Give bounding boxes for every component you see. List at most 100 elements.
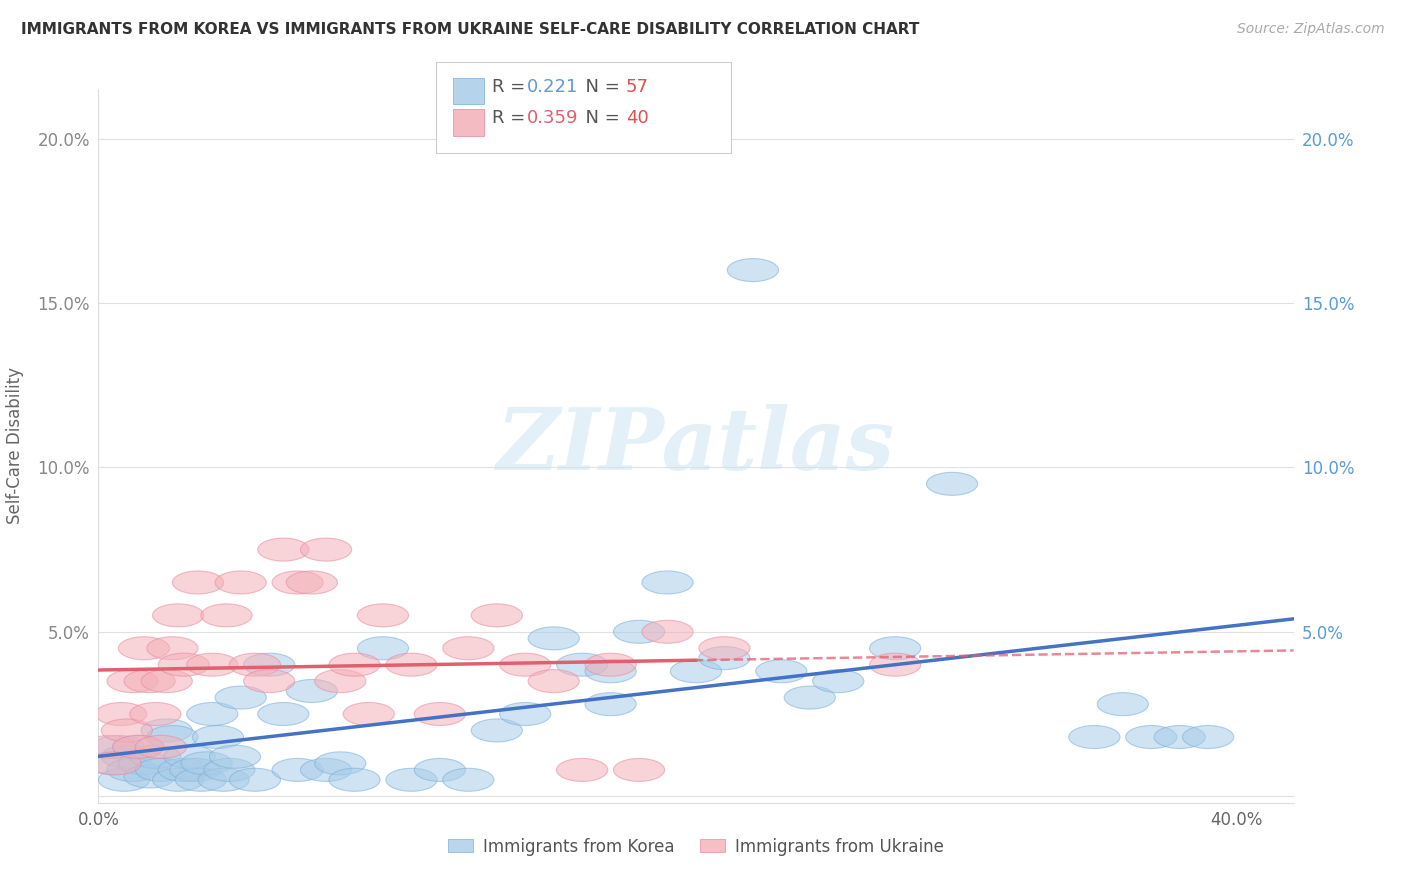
Ellipse shape bbox=[101, 745, 152, 768]
Ellipse shape bbox=[585, 692, 637, 715]
Ellipse shape bbox=[699, 637, 749, 660]
Ellipse shape bbox=[215, 571, 266, 594]
Ellipse shape bbox=[215, 686, 266, 709]
Ellipse shape bbox=[141, 670, 193, 692]
Ellipse shape bbox=[471, 604, 523, 627]
Ellipse shape bbox=[385, 653, 437, 676]
Ellipse shape bbox=[129, 745, 181, 768]
Text: R =: R = bbox=[492, 78, 531, 95]
Ellipse shape bbox=[727, 259, 779, 282]
Ellipse shape bbox=[785, 686, 835, 709]
Ellipse shape bbox=[243, 670, 295, 692]
Ellipse shape bbox=[112, 735, 165, 758]
Ellipse shape bbox=[1126, 725, 1177, 748]
Ellipse shape bbox=[1097, 692, 1149, 715]
Ellipse shape bbox=[315, 670, 366, 692]
Ellipse shape bbox=[107, 758, 159, 781]
Text: Source: ZipAtlas.com: Source: ZipAtlas.com bbox=[1237, 22, 1385, 37]
Ellipse shape bbox=[415, 703, 465, 725]
Ellipse shape bbox=[93, 735, 143, 758]
Ellipse shape bbox=[129, 703, 181, 725]
Ellipse shape bbox=[118, 637, 170, 660]
Text: IMMIGRANTS FROM KOREA VS IMMIGRANTS FROM UKRAINE SELF-CARE DISABILITY CORRELATIO: IMMIGRANTS FROM KOREA VS IMMIGRANTS FROM… bbox=[21, 22, 920, 37]
Ellipse shape bbox=[443, 768, 494, 791]
Text: 57: 57 bbox=[626, 78, 648, 95]
Ellipse shape bbox=[671, 660, 721, 682]
Ellipse shape bbox=[869, 653, 921, 676]
Ellipse shape bbox=[385, 768, 437, 791]
Ellipse shape bbox=[415, 758, 465, 781]
Ellipse shape bbox=[287, 680, 337, 703]
Ellipse shape bbox=[471, 719, 523, 742]
Ellipse shape bbox=[499, 703, 551, 725]
Ellipse shape bbox=[271, 571, 323, 594]
Ellipse shape bbox=[301, 538, 352, 561]
Ellipse shape bbox=[141, 719, 193, 742]
Ellipse shape bbox=[357, 637, 409, 660]
Ellipse shape bbox=[613, 620, 665, 643]
Ellipse shape bbox=[357, 604, 409, 627]
Ellipse shape bbox=[173, 571, 224, 594]
Ellipse shape bbox=[118, 752, 170, 775]
Ellipse shape bbox=[181, 752, 232, 775]
Ellipse shape bbox=[152, 768, 204, 791]
Ellipse shape bbox=[699, 647, 749, 670]
Ellipse shape bbox=[443, 637, 494, 660]
Ellipse shape bbox=[124, 765, 176, 788]
Ellipse shape bbox=[257, 703, 309, 725]
Ellipse shape bbox=[813, 670, 863, 692]
Ellipse shape bbox=[756, 660, 807, 682]
Ellipse shape bbox=[557, 758, 607, 781]
Ellipse shape bbox=[315, 752, 366, 775]
Ellipse shape bbox=[209, 745, 260, 768]
Ellipse shape bbox=[585, 660, 637, 682]
Ellipse shape bbox=[87, 752, 138, 775]
Ellipse shape bbox=[112, 735, 165, 758]
Text: 0.221: 0.221 bbox=[527, 78, 579, 95]
Ellipse shape bbox=[529, 670, 579, 692]
Ellipse shape bbox=[927, 472, 977, 495]
Ellipse shape bbox=[499, 653, 551, 676]
Ellipse shape bbox=[643, 620, 693, 643]
Ellipse shape bbox=[1182, 725, 1234, 748]
Ellipse shape bbox=[229, 653, 281, 676]
Legend: Immigrants from Korea, Immigrants from Ukraine: Immigrants from Korea, Immigrants from U… bbox=[441, 831, 950, 863]
Text: N =: N = bbox=[574, 78, 626, 95]
Ellipse shape bbox=[229, 768, 281, 791]
Ellipse shape bbox=[204, 758, 254, 781]
Ellipse shape bbox=[124, 670, 176, 692]
Ellipse shape bbox=[343, 703, 394, 725]
Ellipse shape bbox=[84, 735, 135, 758]
Ellipse shape bbox=[146, 725, 198, 748]
Ellipse shape bbox=[643, 571, 693, 594]
Text: 0.359: 0.359 bbox=[527, 109, 579, 127]
Ellipse shape bbox=[201, 604, 252, 627]
Ellipse shape bbox=[869, 637, 921, 660]
Ellipse shape bbox=[135, 735, 187, 758]
Ellipse shape bbox=[187, 653, 238, 676]
Ellipse shape bbox=[98, 768, 149, 791]
Ellipse shape bbox=[287, 571, 337, 594]
Ellipse shape bbox=[198, 768, 249, 791]
Ellipse shape bbox=[152, 604, 204, 627]
Ellipse shape bbox=[159, 653, 209, 676]
Text: ZIPatlas: ZIPatlas bbox=[496, 404, 896, 488]
Ellipse shape bbox=[1154, 725, 1205, 748]
Y-axis label: Self-Care Disability: Self-Care Disability bbox=[6, 368, 24, 524]
Text: N =: N = bbox=[574, 109, 626, 127]
Ellipse shape bbox=[107, 670, 159, 692]
Ellipse shape bbox=[193, 725, 243, 748]
Text: R =: R = bbox=[492, 109, 531, 127]
Ellipse shape bbox=[101, 719, 152, 742]
Ellipse shape bbox=[146, 637, 198, 660]
Ellipse shape bbox=[613, 758, 665, 781]
Ellipse shape bbox=[165, 745, 215, 768]
Ellipse shape bbox=[557, 653, 607, 676]
Ellipse shape bbox=[187, 703, 238, 725]
Ellipse shape bbox=[301, 758, 352, 781]
Ellipse shape bbox=[90, 752, 141, 775]
Ellipse shape bbox=[329, 768, 380, 791]
Ellipse shape bbox=[96, 703, 146, 725]
Ellipse shape bbox=[1069, 725, 1121, 748]
Ellipse shape bbox=[170, 758, 221, 781]
